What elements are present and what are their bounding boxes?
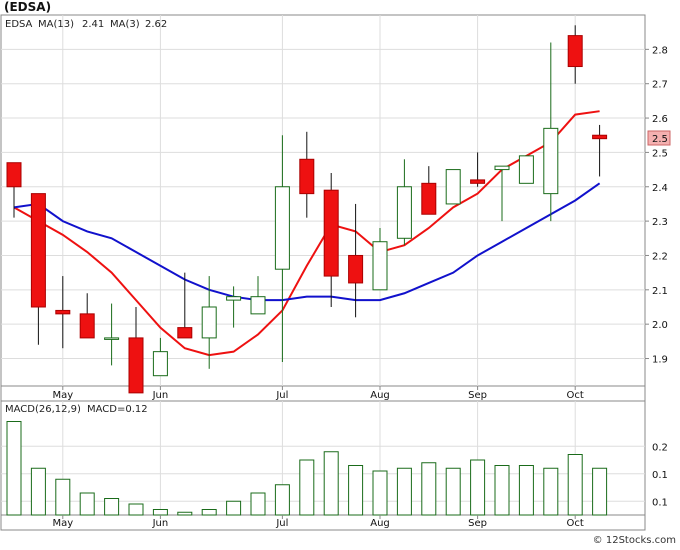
legend-ma-long-value: 2.41: [82, 19, 104, 30]
macd-y-tick-labels: 0.1 0.1 0.2: [652, 442, 668, 508]
candle-up-body: [543, 127, 559, 195]
candle-down-body: [55, 309, 71, 315]
ma-long-line: [13, 182, 601, 302]
macd-bar: [592, 467, 608, 516]
candle-down-body: [177, 327, 193, 339]
macd-bar: [274, 484, 290, 516]
candle-down-body: [348, 254, 364, 284]
price-y-tick-label: 2.8: [652, 45, 668, 56]
price-y-tick-label: 2.2: [652, 251, 668, 262]
macd-bar: [177, 511, 193, 516]
macd-bar: [55, 478, 71, 516]
price-gridlines: [1, 15, 649, 386]
macd-y-tick-label: 0.2: [652, 442, 668, 453]
candle-down-body: [567, 35, 583, 68]
macd-bar: [470, 459, 486, 516]
candle-up-body: [104, 337, 120, 340]
legend-ma-short: MA(3): [110, 19, 140, 30]
price-y-tick-label: 2.4: [652, 183, 668, 194]
macd-y-tick-label: 0.1: [652, 470, 668, 481]
price-x-tick-label: Jul: [275, 390, 288, 401]
candle-down-body: [128, 337, 144, 394]
macd-bar: [348, 465, 364, 516]
candle-down-body: [30, 193, 46, 308]
macd-bar: [494, 465, 510, 516]
candle-up-body: [518, 155, 534, 184]
last-price-tag: 2.5: [652, 134, 668, 145]
price-y-tick-label: 2.3: [652, 217, 668, 228]
candle-up-body: [152, 351, 168, 377]
candle-down-body: [79, 313, 95, 339]
price-x-tick-label: May: [52, 390, 73, 401]
macd-x-tick-label: Aug: [370, 518, 390, 529]
price-y-tick-label: 2.7: [652, 80, 668, 91]
price-y-tick-label: 2.0: [652, 320, 668, 331]
last-price-tag-box: [647, 130, 671, 146]
x-tick-labels: May May Jun Jun Jul Jul Aug Aug Sep Sep Oct Oct: [52, 386, 584, 529]
macd-bar: [152, 509, 168, 516]
candle-up-body: [445, 169, 461, 205]
candle-down-body: [299, 158, 315, 195]
macd-bar: [323, 451, 339, 516]
candle-down-body: [421, 182, 437, 215]
candle-down-body: [323, 189, 339, 277]
macd-bar: [226, 500, 242, 516]
candle-up-body: [396, 186, 412, 239]
macd-bar: [543, 467, 559, 516]
candle-up-body: [494, 165, 510, 171]
price-x-tick-label: Sep: [468, 390, 487, 401]
macd-bar: [250, 492, 266, 516]
candle-down-body: [592, 134, 608, 140]
price-x-tick-label: Aug: [370, 390, 390, 401]
price-y-tick-label: 1.9: [652, 355, 668, 366]
macd-bar: [30, 467, 46, 516]
macd-bar: [79, 492, 95, 516]
price-x-axis-band: [0, 385, 646, 402]
candle-up-body: [250, 296, 266, 315]
candle-up-body: [372, 241, 388, 291]
macd-x-tick-label: Jul: [275, 518, 288, 529]
macd-legend-value: MACD=0.12: [87, 404, 148, 415]
macd-x-tick-label: Jun: [152, 518, 169, 529]
price-x-tick-label: Oct: [567, 390, 584, 401]
macd-bar: [396, 467, 412, 516]
macd-x-tick-label: Oct: [567, 518, 584, 529]
legend-ma-long: MA(13): [38, 19, 74, 30]
macd-legend-params: MACD(26,12,9): [5, 404, 81, 415]
macd-bar: [104, 498, 120, 516]
footer-credit: © 12Stocks.com: [593, 535, 676, 546]
candle-up-body: [201, 306, 217, 339]
macd-bar: [518, 465, 534, 516]
macd-bar: [299, 459, 315, 516]
macd-bars: [6, 421, 608, 516]
macd-bar: [567, 454, 583, 516]
ticker-title: (EDSA): [4, 0, 51, 14]
price-x-tick-label: Jun: [152, 390, 169, 401]
legend-symbol: EDSA: [5, 19, 33, 30]
macd-x-tick-label: May: [52, 518, 73, 529]
legend-ma-short-value: 2.62: [145, 19, 167, 30]
price-y-tick-label: 2.1: [652, 286, 668, 297]
macd-bar: [6, 421, 22, 516]
macd-bar: [421, 462, 437, 516]
price-y-tick-label: 2.5: [652, 148, 668, 159]
macd-bar: [201, 509, 217, 516]
candle-up-body: [274, 186, 290, 270]
candlesticks: [6, 25, 608, 394]
macd-x-axis-band: [0, 514, 646, 531]
candle-down-body: [6, 162, 22, 188]
macd-y-tick-label: 0.1: [652, 497, 668, 508]
macd-bar: [372, 470, 388, 516]
price-y-tick-label: 2.6: [652, 114, 668, 125]
price-y-tick-labels: 1.9 2.0 2.1 2.2 2.3 2.4 2.5 2.6 2.7 2.8: [652, 45, 668, 365]
candle-down-body: [470, 179, 486, 184]
macd-bar: [128, 503, 144, 516]
macd-bar: [445, 467, 461, 516]
candle-up-body: [226, 296, 242, 301]
macd-x-tick-label: Sep: [468, 518, 487, 529]
